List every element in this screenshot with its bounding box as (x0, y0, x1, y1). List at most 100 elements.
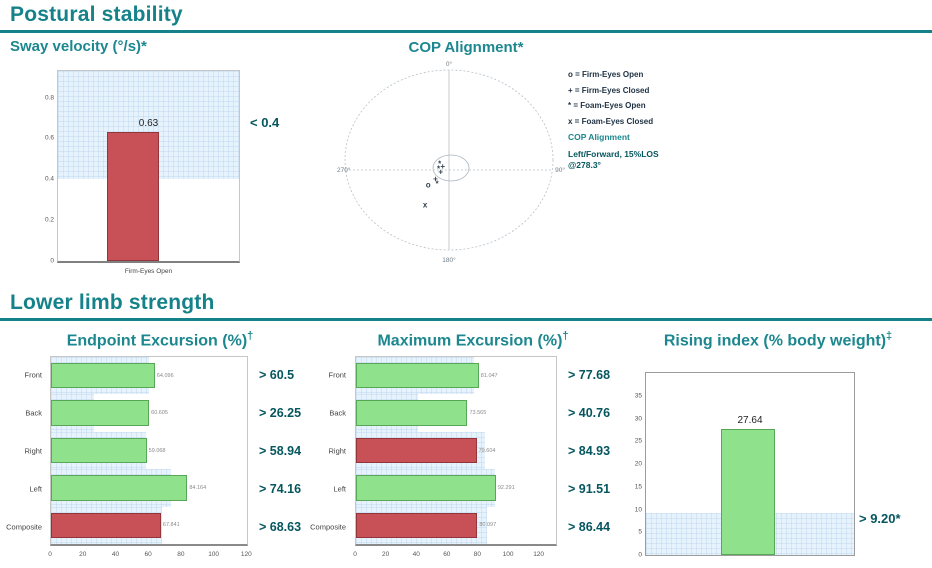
title-dagger: † (247, 330, 254, 342)
y-axis-tick-label: 0 (50, 257, 54, 265)
legend-item: * = Foam-Eyes Open (568, 101, 646, 110)
category-label: Left (333, 484, 346, 494)
data-bar (106, 132, 160, 261)
cop-legend: o = Firm-Eyes Open + = Firm-Eyes Closed * … (568, 70, 718, 170)
bar-value-label: 59.068 (148, 447, 166, 454)
x-axis-tick-label: 40 (111, 551, 120, 558)
section-title: Postural stability (10, 3, 183, 26)
category-label: Right (328, 446, 346, 456)
endpoint-excursion-categories: Front Back Right Left Composite (0, 356, 46, 546)
data-bar (356, 400, 468, 426)
bar-value-label: 73.565 (469, 410, 487, 417)
title-text: Rising index (% body weight) (663, 332, 887, 350)
section-header-lower-limb-strength: Lower limb strength (0, 288, 932, 321)
cop-annotation-line1: Left/Forward, 15%LOS (568, 149, 659, 159)
cop-annotation-line2: @278.3° (568, 159, 601, 170)
x-axis-tick-label: 40 (412, 551, 420, 558)
x-axis-tick-label: 0 (48, 551, 52, 558)
maximum-excursion-chart: 81.047 73.565 79.604 92.291 80.097 (355, 356, 557, 546)
cop-alignment-plot: 0°180°270° 90°* +*+*+ox (337, 60, 565, 264)
threshold-region-band (58, 71, 239, 180)
cop-annotation-value: Left/Forward, 15%LOS @278.3° (568, 149, 718, 170)
y-axis-tick-label: 35 (634, 392, 642, 400)
threshold-label: > 77.68 (568, 368, 611, 382)
degree-label-270: 270° (337, 166, 351, 174)
section-header-postural-stability: Postural stability (0, 0, 932, 33)
x-axis-tick-label: 80 (473, 551, 482, 558)
cop-alignment-title: COP Alignment* (408, 39, 524, 56)
y-axis-tick-label: 25 (634, 437, 642, 445)
legend-item: x = Foam-Eyes Closed (568, 116, 654, 126)
sway-velocity-title: Sway velocity (°/s)* (10, 38, 147, 55)
y-axis-tick-label: 0.8 (44, 94, 54, 102)
x-axis-tick-label: 120 (533, 551, 545, 558)
x-axis-tick-label: 120 (240, 551, 252, 558)
y-axis-tick-label: 15 (634, 483, 642, 491)
category-label: Back (25, 408, 42, 418)
bar-value-label: 81.047 (480, 372, 498, 379)
category-label: Front (328, 370, 346, 380)
category-label: Right (24, 446, 42, 456)
degree-label-180: 180° (442, 256, 456, 264)
x-axis-tick-label: 20 (381, 551, 390, 558)
threshold-label: > 58.94 (259, 444, 302, 458)
title-text: Endpoint Excursion (%) (66, 332, 248, 350)
bar-value-label: 0.63 (138, 118, 159, 130)
sway-category-label: Firm-Eyes Open (124, 268, 173, 275)
data-bar (51, 437, 147, 464)
degree-label-0: 0° (446, 60, 453, 68)
x-axis-tick-label: 60 (443, 551, 451, 558)
threshold-label: > 91.51 (568, 482, 611, 496)
category-label: Composite (6, 522, 42, 532)
x-axis-tick-label: 100 (502, 551, 514, 558)
threshold-label: > 60.5 (259, 368, 295, 382)
bar-value-label: 84.164 (189, 484, 207, 491)
category-label: Front (24, 370, 42, 380)
data-bar (51, 362, 155, 389)
threshold-label: > 26.25 (259, 406, 302, 420)
sway-velocity-chart: 0 0.2 0.4 0.6 0.8 0.63 (45, 70, 240, 265)
maximum-excursion-title: Maximum Excursion (%)† (348, 330, 598, 350)
bar-value-label: 80.097 (479, 522, 497, 529)
x-axis-tick-label: 60 (144, 551, 152, 558)
y-axis-tick-label: 10 (634, 506, 642, 513)
endpoint-excursion-chart: 64.096 60.605 59.068 84.164 67.841 (50, 356, 248, 546)
rising-index-chart: 0 5 10 15 20 25 30 35 27.64 (635, 372, 855, 559)
x-axis-tick-label: 80 (177, 551, 185, 558)
bar-value-label: 92.291 (497, 484, 515, 491)
bar-value-label: 67.841 (162, 522, 180, 529)
cop-annotation-title: COP Alignment (568, 132, 630, 142)
maximum-excursion-thresholds: > 77.68 > 40.76 > 84.93 > 91.51 > 86.44 (564, 356, 639, 546)
maximum-excursion-x-axis: 0 20 40 60 80 100 120 (353, 549, 557, 561)
bar-value-label: 79.604 (478, 447, 496, 454)
cop-point-marker-+: + (440, 162, 445, 171)
endpoint-excursion-thresholds: > 60.5 > 26.25 > 58.94 > 74.16 > 68.63 (255, 356, 330, 546)
category-label: Left (29, 484, 42, 494)
legend-item: + = Firm-Eyes Closed (568, 85, 650, 95)
x-axis-tick-label: 0 (353, 551, 357, 558)
data-bar (720, 429, 775, 555)
y-axis-tick-label: 0 (638, 551, 642, 559)
bar-value-label: 27.64 (737, 415, 763, 427)
data-bar (356, 475, 496, 501)
title-dagger: † (562, 330, 569, 342)
y-axis-tick-label: 5 (638, 528, 642, 536)
y-axis-tick-label: 0.6 (44, 134, 54, 142)
data-bar (51, 400, 150, 426)
sway-threshold-label: < 0.4 (250, 115, 280, 130)
threshold-label: > 40.76 (568, 406, 611, 420)
data-bar (51, 475, 188, 501)
x-axis-tick-label: 20 (79, 551, 87, 558)
data-bar (356, 437, 477, 464)
y-axis-tick-label: 20 (634, 460, 642, 468)
legend-item: o = Firm-Eyes Open (568, 70, 644, 79)
rising-index-title: Rising index (% body weight)‡ (628, 330, 928, 350)
cop-point-marker-x: x (423, 201, 428, 210)
bar-value-label: 64.096 (156, 372, 174, 379)
threshold-label: > 74.16 (259, 482, 302, 496)
threshold-label: > 84.93 (568, 444, 611, 458)
y-axis-tick-label: 30 (634, 415, 642, 422)
cop-point-marker-*: * (438, 159, 442, 168)
threshold-label: > 86.44 (568, 520, 611, 534)
